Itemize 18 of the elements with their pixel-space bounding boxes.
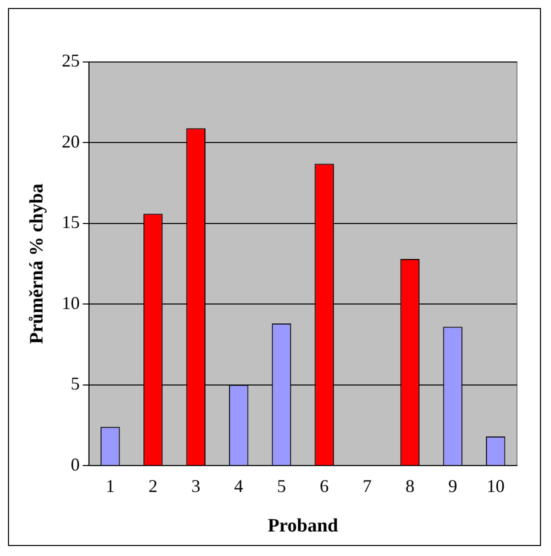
x-axis-title: Proband <box>268 516 339 537</box>
x-tick-label: 9 <box>448 476 458 496</box>
x-tick-label: 3 <box>191 476 200 496</box>
y-tick-label: 5 <box>70 374 80 394</box>
y-tick-label: 10 <box>62 292 80 313</box>
y-tick-label: 15 <box>62 212 80 232</box>
x-tick-label: 8 <box>405 476 414 496</box>
x-tick-label: 7 <box>362 476 372 496</box>
y-axis-title: Průměrná % chyba <box>26 183 48 344</box>
y-tick-label: 20 <box>62 131 80 152</box>
x-tick-label: 4 <box>234 476 244 496</box>
x-tick-label: 5 <box>276 476 286 496</box>
x-tick-label: 1 <box>106 476 115 496</box>
x-tick-label: 10 <box>486 476 505 496</box>
y-tick-label: 25 <box>62 50 80 71</box>
y-tick-label: 0 <box>70 454 80 474</box>
x-tick-label: 2 <box>148 476 158 496</box>
x-tick-label: 6 <box>320 476 329 496</box>
